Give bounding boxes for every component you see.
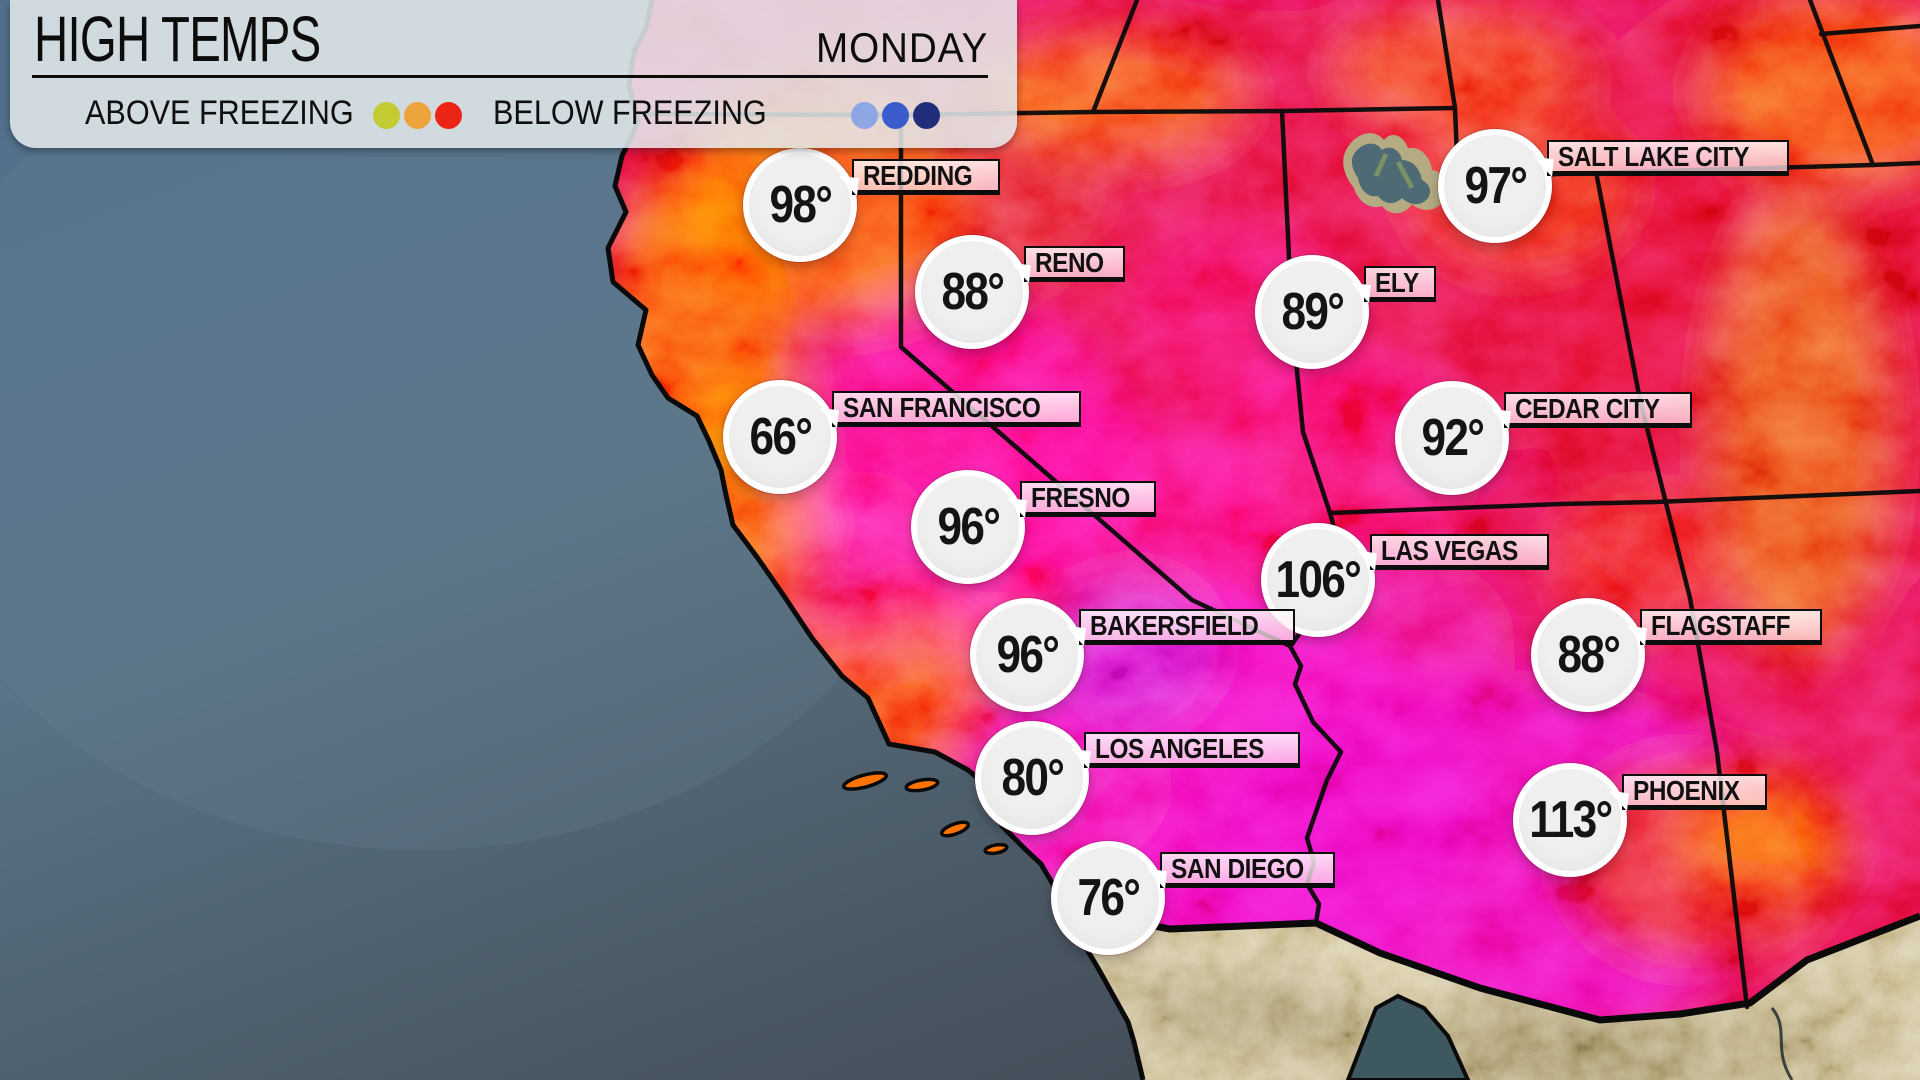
station-temp-value: 98° (769, 176, 832, 234)
station-city-label: LOS ANGELES (1084, 732, 1301, 768)
station-city-label: FRESNO (1020, 481, 1156, 517)
station-city-label: REDDING (852, 159, 1000, 195)
station-temp-value: 92° (1421, 409, 1484, 467)
station-city-label: CEDAR CITY (1504, 392, 1693, 428)
header-panel: HIGH TEMPS MONDAY ABOVE FREEZING BELOW F… (10, 0, 1017, 148)
station-temp-value: 80° (1001, 749, 1064, 807)
station-temp-value: 66° (749, 408, 812, 466)
station-temp-bubble: 66° (723, 380, 837, 494)
us-mexico-border (1069, 906, 1920, 1024)
station-city-label: LAS VEGAS (1370, 534, 1550, 570)
station-temp-bubble: 92° (1395, 381, 1509, 495)
station-city-label: ELY (1364, 266, 1437, 302)
legend-above-freezing-label: ABOVE FREEZING (85, 94, 354, 132)
station-temp-bubble: 96° (970, 598, 1084, 712)
day-label: MONDAY (815, 24, 988, 71)
legend-below-freezing-dots (851, 102, 944, 129)
station-temp-value: 96° (996, 626, 1059, 684)
state-borders (637, 0, 1920, 1010)
station-temp-bubble: 89° (1255, 255, 1369, 369)
station-city-label: PHOENIX (1622, 774, 1767, 810)
legend-below-freezing-label: BELOW FREEZING (493, 94, 767, 132)
station-temp-bubble: 98° (743, 148, 857, 262)
legend-color-dot (851, 102, 878, 129)
station-city-label: SALT LAKE CITY (1547, 140, 1789, 176)
station-temp-value: 88° (941, 263, 1004, 321)
legend-color-dot (435, 102, 462, 129)
station-temp-bubble: 88° (915, 235, 1029, 349)
station-temp-bubble: 97° (1438, 129, 1552, 243)
station-city-label: SAN FRANCISCO (832, 391, 1081, 427)
legend-color-dot (373, 102, 400, 129)
station-temp-bubble: 96° (911, 470, 1025, 584)
station-temp-bubble: 88° (1531, 598, 1645, 712)
station-temp-value: 113° (1528, 791, 1613, 849)
station-city-label: SAN DIEGO (1160, 852, 1335, 888)
title-underline (32, 75, 988, 78)
station-temp-bubble: 80° (975, 721, 1089, 835)
gulf-of-california (1345, 993, 1471, 1080)
station-city-label: FLAGSTAFF (1640, 609, 1822, 645)
station-temp-value: 88° (1557, 626, 1620, 684)
station-temp-value: 96° (937, 498, 1000, 556)
station-temp-bubble: 113° (1513, 763, 1627, 877)
channel-islands (841, 771, 1009, 856)
page-title: HIGH TEMPS (34, 3, 321, 75)
station-temp-value: 97° (1464, 157, 1527, 215)
station-city-label: RENO (1024, 246, 1125, 282)
great-salt-lake (1343, 133, 1448, 214)
legend-above-freezing-dots (373, 102, 466, 129)
station-temp-value: 89° (1281, 283, 1344, 341)
legend-color-dot (882, 102, 909, 129)
legend-color-dot (404, 102, 431, 129)
station-temp-value: 76° (1077, 869, 1140, 927)
station-city-label: BAKERSFIELD (1079, 609, 1295, 645)
station-temp-bubble: 76° (1051, 841, 1165, 955)
legend-color-dot (913, 102, 940, 129)
station-temp-value: 106° (1275, 551, 1362, 609)
